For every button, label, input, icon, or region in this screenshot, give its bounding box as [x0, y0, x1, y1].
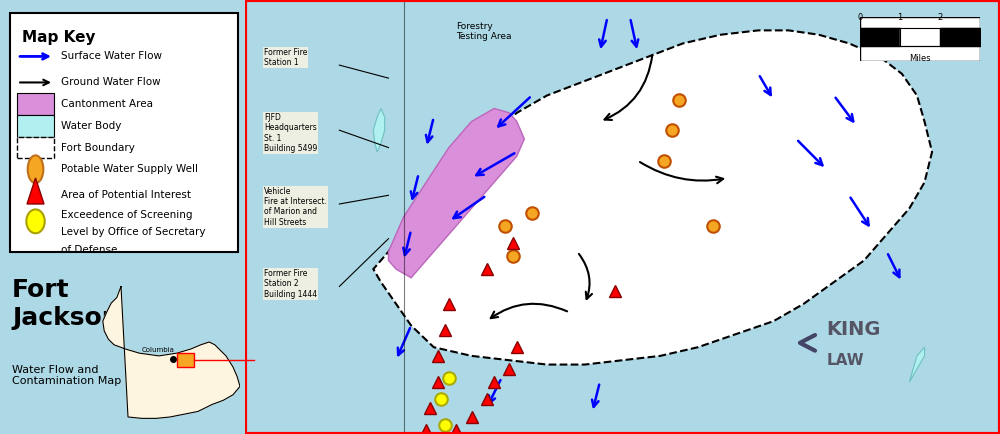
Text: 2: 2	[937, 13, 943, 22]
Text: KING: KING	[826, 320, 881, 339]
Ellipse shape	[26, 210, 45, 233]
Text: Miles: Miles	[909, 54, 931, 63]
Text: Fort Boundary: Fort Boundary	[61, 142, 135, 153]
Circle shape	[28, 155, 43, 183]
Text: Forestry
Testing Area: Forestry Testing Area	[456, 22, 512, 41]
Polygon shape	[103, 286, 240, 418]
FancyBboxPatch shape	[10, 13, 238, 252]
Polygon shape	[909, 347, 924, 382]
Text: Potable Water Supply Well: Potable Water Supply Well	[61, 164, 198, 174]
Text: Area of Potential Interest: Area of Potential Interest	[61, 190, 191, 201]
Text: LAW: LAW	[826, 353, 864, 368]
Text: Water Flow and
Contamination Map: Water Flow and Contamination Map	[12, 365, 122, 386]
Bar	[17, 115, 54, 137]
Text: 1: 1	[897, 13, 903, 22]
Text: Former Fire
Station 1: Former Fire Station 1	[264, 48, 307, 67]
Text: Map Key: Map Key	[22, 30, 96, 46]
Polygon shape	[373, 30, 932, 365]
Text: Former Fire
Station 2
Building 1444: Former Fire Station 2 Building 1444	[264, 269, 317, 299]
Text: Level by Office of Secretary: Level by Office of Secretary	[61, 227, 206, 237]
Polygon shape	[388, 108, 524, 278]
Text: Ground Water Flow: Ground Water Flow	[61, 77, 161, 88]
Bar	[177, 353, 194, 367]
Text: Columbia: Columbia	[142, 347, 175, 353]
Text: Exceedence of Screening: Exceedence of Screening	[61, 210, 193, 220]
Text: Water Body: Water Body	[61, 121, 122, 131]
Text: Surface Water Flow: Surface Water Flow	[61, 51, 162, 62]
Text: Fort
Jackson: Fort Jackson	[12, 278, 120, 329]
Text: Cantonment Area: Cantonment Area	[61, 99, 153, 109]
Bar	[17, 93, 54, 115]
Polygon shape	[373, 108, 385, 152]
Text: FJFD
Headquarters
St. 1
Building 5499: FJFD Headquarters St. 1 Building 5499	[264, 113, 317, 153]
Bar	[17, 137, 54, 158]
Text: 0: 0	[857, 13, 863, 22]
Text: of Defense: of Defense	[61, 244, 118, 255]
Text: Vehicle
Fire at Intersect.
of Marion and
Hill Streets: Vehicle Fire at Intersect. of Marion and…	[264, 187, 327, 227]
